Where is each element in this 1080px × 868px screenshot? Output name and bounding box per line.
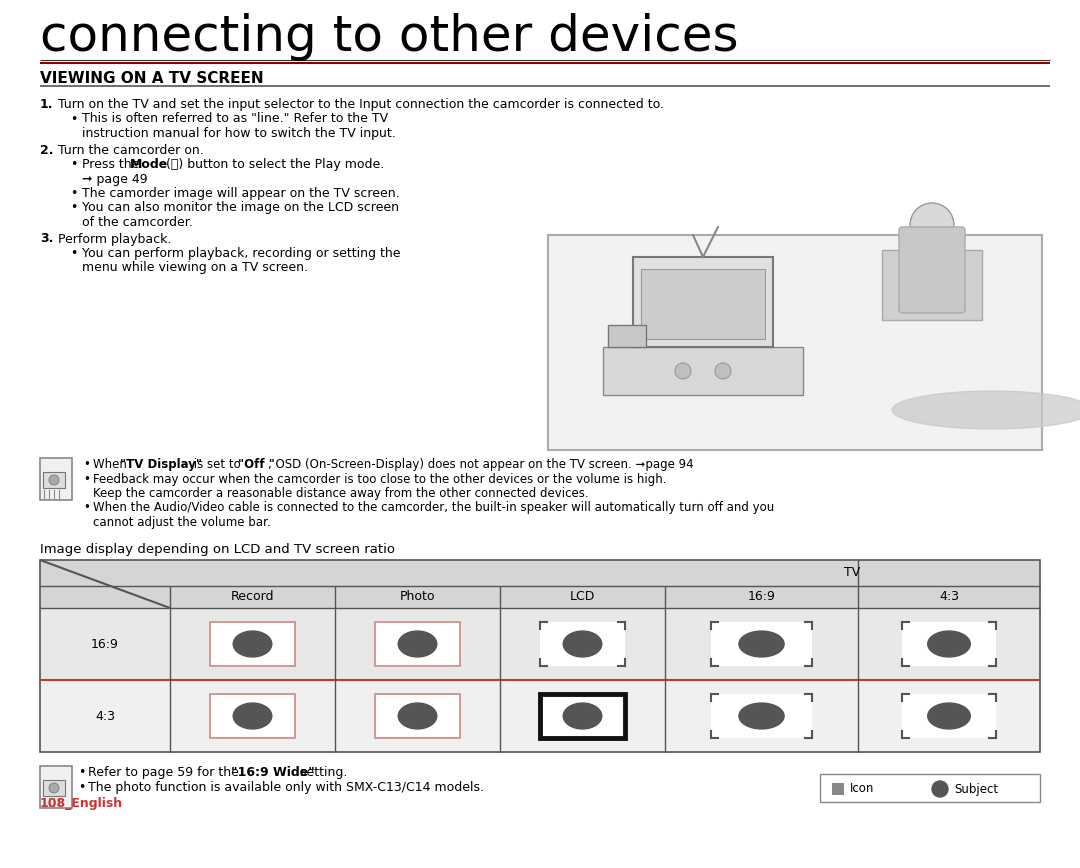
Text: 2.: 2. <box>40 143 54 156</box>
Ellipse shape <box>233 703 272 729</box>
FancyBboxPatch shape <box>899 227 966 313</box>
Bar <box>832 783 843 795</box>
Bar <box>712 694 812 739</box>
Text: Perform playback.: Perform playback. <box>58 233 172 246</box>
Ellipse shape <box>563 703 602 729</box>
Ellipse shape <box>892 391 1080 429</box>
Bar <box>210 694 296 739</box>
Bar <box>40 560 1040 752</box>
Text: LCD: LCD <box>570 590 595 603</box>
Text: menu while viewing on a TV screen.: menu while viewing on a TV screen. <box>82 261 308 274</box>
Bar <box>43 472 65 488</box>
Bar <box>40 458 72 500</box>
Text: Mode: Mode <box>130 158 168 171</box>
Ellipse shape <box>563 631 602 657</box>
Text: When: When <box>93 458 131 471</box>
Text: Subject: Subject <box>954 782 998 795</box>
Bar <box>40 680 1040 752</box>
Bar <box>608 325 646 347</box>
Text: •: • <box>70 201 78 214</box>
Text: This is often referred to as "line." Refer to the TV: This is often referred to as "line." Ref… <box>82 113 388 126</box>
Circle shape <box>49 475 59 485</box>
Bar <box>40 766 72 808</box>
Text: •: • <box>83 458 90 471</box>
Text: •: • <box>70 187 78 200</box>
Ellipse shape <box>399 631 436 657</box>
Circle shape <box>932 781 948 797</box>
Text: •: • <box>83 502 90 515</box>
Text: VIEWING ON A TV SCREEN: VIEWING ON A TV SCREEN <box>40 71 264 86</box>
Text: You can also monitor the image on the LCD screen: You can also monitor the image on the LC… <box>82 201 399 214</box>
Text: 108_English: 108_English <box>40 797 123 810</box>
Text: TV: TV <box>845 567 861 580</box>
Text: "16:9 Wide": "16:9 Wide" <box>231 766 315 779</box>
Text: You can perform playback, recording or setting the: You can perform playback, recording or s… <box>82 247 401 260</box>
Bar <box>882 250 982 320</box>
Text: 4:3: 4:3 <box>95 709 114 722</box>
Text: •: • <box>83 472 90 485</box>
Text: Photo: Photo <box>400 590 435 603</box>
Text: •: • <box>70 113 78 126</box>
Bar <box>712 621 812 667</box>
Text: Turn the camcorder on.: Turn the camcorder on. <box>58 143 204 156</box>
Text: Icon: Icon <box>850 782 875 795</box>
Bar <box>642 269 765 339</box>
Circle shape <box>675 363 691 379</box>
Text: The photo function is available only with SMX-C13/C14 models.: The photo function is available only wit… <box>87 780 484 793</box>
Ellipse shape <box>739 703 784 729</box>
Ellipse shape <box>399 703 436 729</box>
Text: Keep the camcorder a reasonable distance away from the other connected devices.: Keep the camcorder a reasonable distance… <box>93 487 589 500</box>
Bar <box>902 694 997 739</box>
Text: ➞ page 49: ➞ page 49 <box>82 173 148 186</box>
Ellipse shape <box>928 703 970 729</box>
Text: Feedback may occur when the camcorder is too close to the other devices or the v: Feedback may occur when the camcorder is… <box>93 472 666 485</box>
Text: •: • <box>70 247 78 260</box>
Text: 3.: 3. <box>40 233 53 246</box>
Text: Turn on the TV and set the input selector to the Input connection the camcorder : Turn on the TV and set the input selecto… <box>58 98 664 111</box>
Text: Refer to page 59 for the: Refer to page 59 for the <box>87 766 243 779</box>
Text: 16:9: 16:9 <box>747 590 775 603</box>
Text: setting.: setting. <box>296 766 348 779</box>
Bar <box>43 780 65 796</box>
Bar <box>820 774 1040 802</box>
Text: Image display depending on LCD and TV screen ratio: Image display depending on LCD and TV sc… <box>40 543 395 556</box>
Bar <box>210 621 296 667</box>
Text: 1.: 1. <box>40 98 54 111</box>
Text: 4:3: 4:3 <box>939 590 959 603</box>
Bar <box>375 621 460 667</box>
Text: Record: Record <box>231 590 274 603</box>
Circle shape <box>715 363 731 379</box>
Circle shape <box>910 203 954 247</box>
Text: •: • <box>78 780 85 793</box>
Text: is set to: is set to <box>190 458 244 471</box>
Text: The camorder image will appear on the TV screen.: The camorder image will appear on the TV… <box>82 187 400 200</box>
Text: Press the: Press the <box>82 158 144 171</box>
Ellipse shape <box>233 631 272 657</box>
Bar <box>40 608 1040 680</box>
Text: instruction manual for how to switch the TV input.: instruction manual for how to switch the… <box>82 127 395 140</box>
Bar <box>603 347 804 395</box>
Text: (ⓡ) button to select the Play mode.: (ⓡ) button to select the Play mode. <box>162 158 384 171</box>
Bar <box>540 621 625 667</box>
Text: When the Audio/Video cable is connected to the camcorder, the built-in speaker w: When the Audio/Video cable is connected … <box>93 502 774 515</box>
Bar <box>633 257 773 347</box>
Text: of the camcorder.: of the camcorder. <box>82 216 192 229</box>
Ellipse shape <box>928 631 970 657</box>
Text: cannot adjust the volume bar.: cannot adjust the volume bar. <box>93 516 271 529</box>
Text: "Off ": "Off " <box>238 458 275 471</box>
Text: 16:9: 16:9 <box>91 637 119 650</box>
Bar <box>540 694 625 739</box>
Bar <box>375 694 460 739</box>
Circle shape <box>49 783 59 793</box>
Ellipse shape <box>739 631 784 657</box>
Text: •: • <box>70 158 78 171</box>
Text: •: • <box>78 766 85 779</box>
Text: , OSD (On-Screen-Display) does not appear on the TV screen. ➞page 94: , OSD (On-Screen-Display) does not appea… <box>268 458 693 471</box>
Bar <box>548 235 1042 450</box>
Text: "TV Display": "TV Display" <box>120 458 202 471</box>
Bar <box>40 560 1040 608</box>
Bar <box>902 621 997 667</box>
Text: connecting to other devices: connecting to other devices <box>40 13 739 61</box>
